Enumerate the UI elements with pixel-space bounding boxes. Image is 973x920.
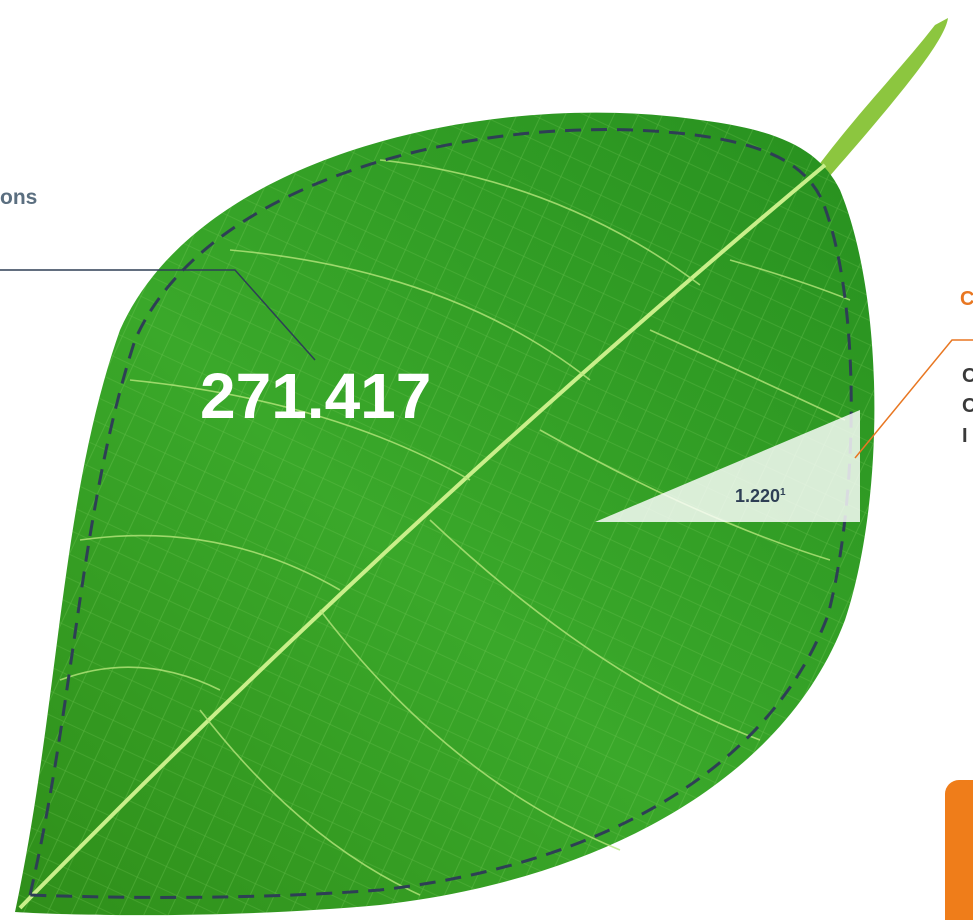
right-lines: CCI (962, 365, 973, 447)
stem (815, 18, 948, 178)
right-heading: C (960, 288, 973, 310)
right-line: C (962, 365, 973, 387)
right-line: C (962, 395, 973, 417)
dashed-outline (28, 128, 853, 899)
wedge-value: 1.2201 (735, 486, 786, 506)
side-veins (59, 159, 851, 896)
right-line: I (962, 425, 968, 447)
wedge (595, 410, 860, 522)
midrib (18, 163, 827, 910)
main-value: 271.417 (200, 360, 431, 432)
wedge-value-number: 1.220 (735, 486, 780, 506)
orange-box (945, 780, 973, 920)
left-caption: ons (0, 186, 37, 209)
wedge-footnote: 1 (780, 487, 786, 498)
connector-right (854, 339, 973, 459)
leaf-texture (15, 112, 875, 916)
connector-left (0, 269, 316, 361)
